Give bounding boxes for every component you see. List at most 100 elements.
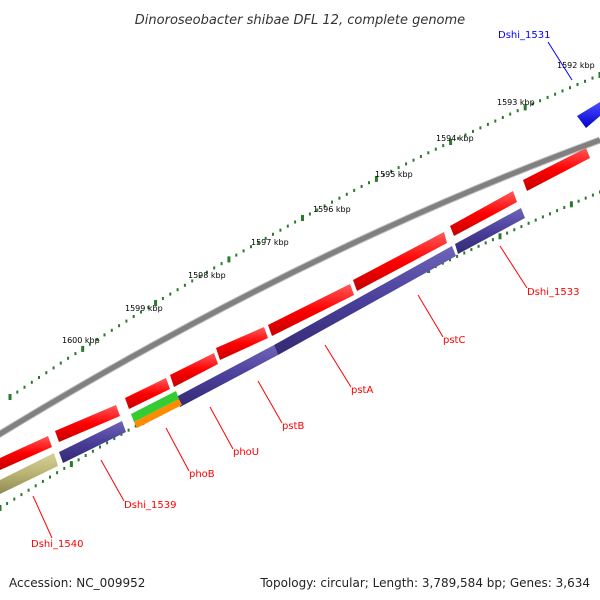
gene-label-phoB[interactable]: phoB [189,469,215,480]
ruler-tick [506,231,509,235]
gene-label-dshi-1533[interactable]: Dshi_1533 [527,287,579,298]
tick-label-1595: 1595 kbp [375,170,413,179]
ruler-tick [556,209,559,213]
cds-outer-strand [0,148,590,470]
ruler-tick [360,185,363,188]
ruler-tick [140,310,142,314]
gene-dshi-1533-bar[interactable] [455,208,525,254]
ruler-tick [484,241,487,245]
ruler-tick [301,215,304,221]
gene-dshi-1531[interactable] [577,102,600,128]
ruler-tick [38,376,40,379]
gene-phoB-bottom[interactable] [134,399,182,428]
gene-label-dshi-1540[interactable]: Dshi_1540 [31,539,83,550]
ruler-tick [96,338,99,341]
ruler-tick [257,241,260,245]
ruler-tick [154,300,158,306]
ruler-tick [591,76,594,80]
gene-dshi-1539-bar[interactable] [59,421,126,463]
ruler-tick [584,196,587,200]
gene-pstB-phoU-bar[interactable] [176,345,278,407]
gene-label-phoU[interactable]: phoU [233,447,259,458]
ruler-tick [286,224,289,228]
ruler-tick [74,352,77,356]
ruler-tick [106,441,109,445]
leader-phoU [209,406,234,450]
ruler-tick [91,449,94,453]
ruler-tick [220,262,223,266]
ruler-tick [546,95,549,99]
ruler-tick [412,158,415,162]
ruler-tick [125,319,128,323]
ruler-tick [6,502,9,505]
cds-feature[interactable] [268,284,354,336]
ruler-tick [449,139,453,145]
ruler-tick [84,454,87,457]
ruler-tick [110,328,113,332]
leader-dshi-1540 [32,495,53,539]
ruler-tick [120,432,123,436]
tick-label-1593: 1593 kbp [497,98,535,107]
axis-labels: 1592 kbp 1593 kbp 1594 kbp 1595 kbp 1596… [62,61,595,345]
ruler-tick [169,292,172,296]
ruler-tick [516,109,519,113]
ruler-tick [183,283,186,287]
leader-pstA [324,344,352,388]
ruler-tick [427,151,430,155]
gene-inner-strand [0,208,525,494]
cds-feature[interactable] [523,148,590,191]
ruler-tick [491,238,494,242]
ruler-tick [34,484,37,488]
gene-label-dshi-1539[interactable]: Dshi_1539 [124,500,176,511]
ruler-tick [20,493,23,497]
ruler-tick [531,102,534,106]
ruler-tick [479,126,482,130]
ruler-tick [308,212,311,216]
gene-label-pstA[interactable]: pstA [351,385,373,396]
cds-feature[interactable] [353,232,447,291]
gene-phoB-top[interactable] [131,391,179,422]
ruler-tick [294,220,297,224]
ruler-tick [77,458,80,462]
ruler-tick [374,175,378,182]
ruler-tick [554,92,557,96]
ruler-tick [52,366,55,370]
gene-label-pstC[interactable]: pstC [443,335,465,346]
cds-feature[interactable] [450,191,517,236]
ruler-tick [113,437,116,441]
ruler-tick [0,505,2,511]
cds-feature[interactable] [0,436,52,470]
ruler-tick [134,424,137,428]
map-title: Dinoroseobacter shibae DFL 12, complete … [135,13,465,28]
gene-label-pstB[interactable]: pstB [282,421,304,432]
gene-dshi-1540-bar[interactable] [0,453,58,494]
leader-pstC [417,294,444,338]
ruler-tick [49,475,51,479]
genome-backbone [0,136,600,439]
ruler-tick [176,288,179,292]
ruler-tick [534,218,537,222]
cds-feature[interactable] [125,378,170,409]
leader-pstB [257,380,283,424]
cds-feature[interactable] [216,327,268,360]
tick-label-1599: 1599 kbp [125,304,163,313]
ruler-tick [561,89,564,93]
tick-label-1600: 1600 kbp [62,336,100,345]
ruler-tick [147,306,150,309]
ruler-tick [161,297,164,300]
tick-label-1598: 1598 kbp [188,271,226,280]
ruler-tick [338,196,341,200]
gene-label-dshi-1531[interactable]: Dshi_1531 [498,30,550,41]
cds-feature[interactable] [55,405,120,442]
gene-pstC-pstA-bar[interactable] [274,246,456,355]
ruler-tick [449,258,451,262]
ruler-tick [132,315,135,318]
ruler-tick [227,256,231,263]
ruler-tick [577,199,580,203]
ruler-tick [405,162,408,166]
ruler-tick [69,461,73,468]
ruler-tick [541,215,544,219]
ruler-tick [509,112,512,116]
cds-feature[interactable] [170,353,218,387]
